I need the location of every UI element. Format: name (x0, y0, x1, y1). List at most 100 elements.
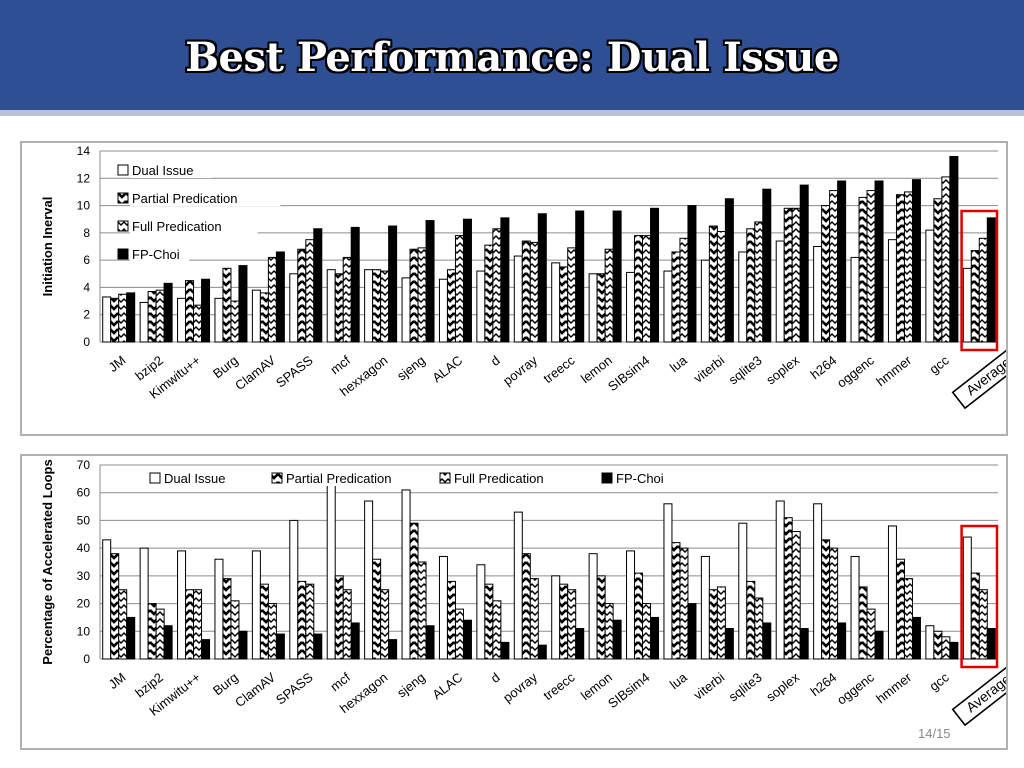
bar-fp-choi-kimwitu (201, 639, 211, 660)
bar-fp-choi-mcf (350, 226, 360, 343)
bar-fp-choi-burg (238, 630, 248, 660)
bar-fp-choi-hmmer (911, 616, 921, 660)
bar-partial-predication-sibsim4 (634, 572, 644, 660)
bar-partial-predication-mcf (334, 575, 344, 660)
category-label: soplex (763, 352, 802, 387)
bar-dual-issue-lua (663, 270, 673, 343)
bar-dual-issue-mcf (326, 269, 336, 343)
bar-partial-predication-kimwitu (185, 280, 195, 343)
bar-dual-issue-jm (102, 296, 112, 343)
category-label: viterbi (691, 669, 728, 702)
category-label: SIBsim4 (605, 670, 652, 712)
legend-label-partial-predication: Partial Predication (286, 471, 392, 486)
bar-full-predication-average (978, 237, 988, 343)
legend-label-background (162, 471, 244, 486)
bar-partial-predication-hmmer (895, 558, 905, 660)
bar-dual-issue-kimwitu (177, 550, 187, 660)
category-label: ClamAV (232, 352, 278, 393)
bar-full-predication-burg (230, 300, 240, 343)
chart-legend: Dual Issue Partial Predication Full Predic… (149, 471, 674, 486)
bar-partial-predication-viterbi (708, 225, 718, 343)
bar-full-predication-h264 (829, 190, 839, 343)
bar-dual-issue-spass (289, 519, 299, 660)
bar-partial-predication-lemon (596, 575, 606, 660)
category-label: sqlite3 (726, 670, 765, 705)
bar-partial-predication-gcc (933, 630, 943, 660)
category-label: hmmer (873, 352, 915, 389)
bar-partial-predication-d (484, 583, 494, 660)
bar-partial-predication-kimwitu (185, 589, 195, 660)
legend-swatch-fp-choi (601, 472, 613, 484)
bar-fp-choi-d (500, 217, 510, 343)
bar-partial-predication-clamav (259, 583, 269, 660)
bar-dual-issue-bzip2 (139, 301, 149, 343)
category-label: hmmer (873, 669, 915, 706)
bar-dual-issue-jm (102, 539, 112, 660)
category-label: SIBsim4 (605, 353, 652, 395)
bar-dual-issue-viterbi (700, 259, 710, 343)
bar-fp-choi-lemon (612, 210, 622, 343)
category-label: lua (667, 352, 691, 375)
bar-partial-predication-d (484, 244, 494, 343)
bar-full-predication-treecc (567, 589, 577, 660)
y-tick-label: 12 (77, 171, 91, 185)
legend-label-background (284, 471, 435, 486)
bar-full-predication-sibsim4 (642, 603, 652, 660)
bar-dual-issue-hmmer (887, 525, 897, 660)
bar-dual-issue-alac (438, 555, 448, 660)
category-label: ALAC (429, 670, 465, 703)
bar-full-predication-burg (230, 600, 240, 660)
legend-label-background (130, 247, 190, 262)
bar-fp-choi-jm (126, 292, 136, 343)
bar-partial-predication-clamav (259, 292, 269, 343)
category-label: d (488, 353, 503, 369)
legend-label-background (130, 191, 281, 206)
y-tick-label: 8 (83, 226, 90, 240)
chart-panel-accelerated-loops: 0 10 20 30 40 50 60 70 Percentage of Accelerated… (20, 454, 1024, 750)
chart-panel-initiation-interval: 0 2 4 6 8 10 12 14 Initiation Inerval JM bzip2 Kimw… (20, 141, 1024, 436)
bar-fp-choi-viterbi (724, 628, 734, 660)
bar-fp-choi-treecc (575, 628, 585, 660)
bar-partial-predication-lua (671, 542, 681, 660)
bar-fp-choi-lemon (612, 619, 622, 660)
category-label: JM (106, 670, 129, 692)
average-highlight-box (960, 524, 999, 669)
y-tick-label: 40 (77, 541, 91, 555)
category-label: SPASS (273, 352, 316, 390)
bar-partial-predication-hexxagon (372, 269, 382, 343)
bar-full-predication-d (492, 228, 502, 343)
bar-dual-issue-povray (513, 255, 523, 343)
bar-partial-predication-average (970, 250, 980, 343)
bar-full-predication-treecc (567, 247, 577, 343)
bar-partial-predication-soplex (783, 517, 793, 660)
bar-full-predication-viterbi (716, 586, 726, 660)
bar-dual-issue-h264 (813, 246, 823, 343)
legend-swatch-full-predication (117, 220, 129, 232)
bar-partial-predication-spass (297, 580, 307, 660)
category-label: ALAC (429, 353, 465, 386)
bar-dual-issue-povray (513, 511, 523, 660)
chart-legend: Dual Issue Partial Predication Full Predic… (117, 163, 281, 262)
bar-dual-issue-oggenc (850, 555, 860, 660)
bar-full-predication-kimwitu (193, 589, 203, 660)
bar-dual-issue-kimwitu (177, 297, 187, 343)
y-axis-label: Percentage of Accelerated Loops (40, 459, 55, 664)
bar-partial-predication-sjeng (409, 248, 419, 343)
legend-label-dual-issue: Dual Issue (164, 471, 225, 486)
category-label: sqlite3 (726, 353, 765, 388)
y-tick-label: 70 (77, 458, 91, 472)
legend-label-full-predication: Full Predication (454, 471, 544, 486)
bar-fp-choi-gcc (949, 641, 959, 660)
y-tick-label: 10 (77, 624, 91, 638)
bar-full-predication-sqlite3 (754, 221, 764, 343)
bar-full-predication-sjeng (417, 247, 427, 343)
bar-partial-predication-jm (110, 297, 120, 343)
bar-partial-predication-sqlite3 (746, 228, 756, 343)
category-label: soplex (763, 669, 802, 704)
bar-partial-predication-soplex (783, 207, 793, 343)
bar-dual-issue-soplex (775, 240, 785, 343)
legend-label-background (452, 471, 580, 486)
bar-dual-issue-oggenc (850, 256, 860, 343)
legend-swatch-full-predication (439, 472, 451, 484)
accelerated-loops-chart: 0 10 20 30 40 50 60 70 Percentage of Accelerated… (40, 458, 1024, 727)
